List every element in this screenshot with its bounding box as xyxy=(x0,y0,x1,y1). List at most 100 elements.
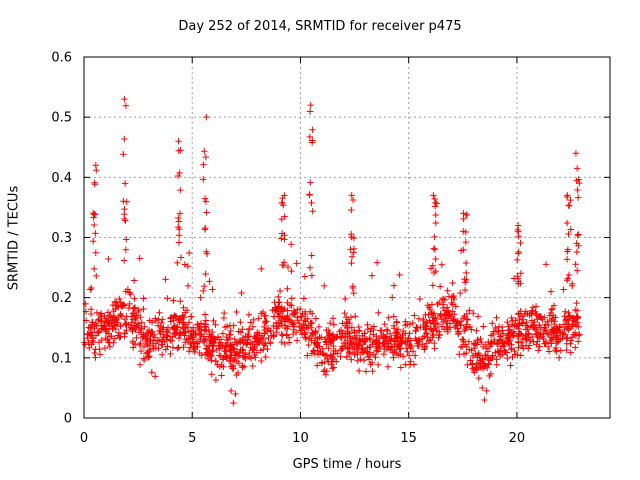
data-point xyxy=(575,331,583,338)
data-point xyxy=(232,390,239,398)
data-point xyxy=(180,304,187,311)
data-point xyxy=(104,309,112,316)
data-point xyxy=(226,331,233,339)
data-point xyxy=(530,322,537,330)
data-point xyxy=(548,329,556,336)
data-point xyxy=(574,267,581,274)
data-point xyxy=(449,317,457,324)
data-point xyxy=(272,304,279,311)
data-point xyxy=(436,331,443,338)
data-point xyxy=(182,339,189,346)
data-point xyxy=(405,352,413,359)
data-point xyxy=(275,293,282,301)
data-point xyxy=(323,326,330,334)
data-point xyxy=(359,345,366,352)
data-point xyxy=(116,312,124,319)
data-point xyxy=(438,261,446,268)
data-point xyxy=(532,308,539,316)
data-point xyxy=(348,192,355,199)
data-point xyxy=(308,319,315,327)
data-point xyxy=(421,346,428,353)
data-point xyxy=(547,288,555,295)
data-point xyxy=(276,287,284,295)
data-point xyxy=(301,273,309,280)
data-point xyxy=(563,316,571,323)
data-point xyxy=(198,352,205,359)
data-point xyxy=(319,345,326,353)
data-point xyxy=(85,324,92,331)
data-point xyxy=(570,331,577,338)
data-point xyxy=(350,249,357,256)
data-point xyxy=(515,344,522,351)
data-point xyxy=(463,324,470,331)
data-point xyxy=(181,321,189,328)
data-point xyxy=(429,282,437,289)
data-point xyxy=(208,371,215,378)
data-point xyxy=(230,345,237,353)
data-point xyxy=(318,359,326,366)
axis-ticks: 0 0.1 0.2 0.3 0.4 0.5 0.6 0 5 10 15 20 xyxy=(51,51,610,446)
data-point xyxy=(307,179,314,186)
data-point xyxy=(92,230,99,237)
data-point xyxy=(409,348,417,355)
data-point xyxy=(115,303,122,311)
data-point xyxy=(550,326,557,333)
data-point xyxy=(284,285,291,292)
data-point xyxy=(212,321,219,328)
data-point xyxy=(119,303,126,310)
data-point xyxy=(423,323,430,330)
data-point xyxy=(396,345,403,353)
data-point xyxy=(567,349,574,356)
data-point xyxy=(91,211,98,218)
data-point xyxy=(342,314,350,321)
data-point xyxy=(572,150,580,157)
data-point xyxy=(158,336,166,343)
data-point xyxy=(416,295,424,303)
data-point xyxy=(508,314,515,322)
data-point xyxy=(537,324,544,331)
data-point xyxy=(344,324,352,332)
data-point xyxy=(92,249,99,256)
data-point xyxy=(137,347,145,355)
data-point xyxy=(397,337,405,344)
data-point xyxy=(503,349,511,356)
data-point xyxy=(428,310,435,317)
data-point xyxy=(446,311,453,318)
data-point xyxy=(203,113,210,121)
data-point xyxy=(172,331,179,339)
data-point xyxy=(414,342,422,350)
data-point xyxy=(111,298,119,305)
data-point xyxy=(293,337,301,344)
data-point xyxy=(390,354,397,361)
data-point xyxy=(255,339,262,346)
data-point xyxy=(542,261,550,268)
data-point xyxy=(508,321,516,328)
data-point xyxy=(133,334,140,341)
data-point xyxy=(278,338,285,346)
data-point xyxy=(357,356,364,363)
data-point xyxy=(515,338,522,346)
data-point xyxy=(227,327,234,335)
data-point xyxy=(253,349,261,356)
data-point xyxy=(219,356,227,363)
data-point xyxy=(542,321,549,328)
data-point xyxy=(89,334,97,342)
data-point xyxy=(210,317,217,325)
data-point xyxy=(444,328,452,336)
data-point xyxy=(91,179,98,186)
data-point xyxy=(449,279,456,287)
data-point xyxy=(247,355,255,362)
data-point xyxy=(90,265,98,273)
data-point xyxy=(515,322,523,329)
data-point xyxy=(569,316,577,324)
data-point xyxy=(306,191,313,199)
data-point xyxy=(218,372,225,379)
data-point xyxy=(240,363,248,370)
data-point xyxy=(283,331,290,338)
data-point xyxy=(121,95,128,103)
data-point xyxy=(330,321,338,328)
data-point xyxy=(497,332,504,340)
data-point xyxy=(246,349,253,357)
data-point xyxy=(259,335,266,343)
data-point xyxy=(382,334,389,341)
